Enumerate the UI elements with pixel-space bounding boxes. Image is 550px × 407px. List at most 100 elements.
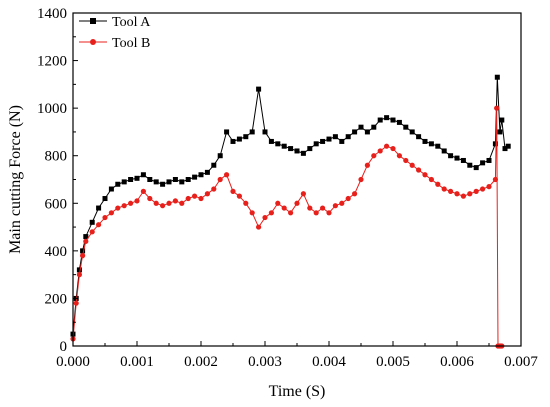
data-point	[224, 172, 230, 178]
data-point	[96, 205, 102, 211]
data-point	[396, 153, 402, 159]
data-point	[435, 181, 441, 187]
data-point	[230, 138, 236, 144]
data-point	[371, 153, 377, 159]
data-point	[121, 203, 127, 209]
data-point	[448, 153, 454, 159]
data-point	[134, 175, 140, 181]
data-point	[204, 191, 210, 197]
data-point	[294, 200, 300, 206]
data-point	[108, 210, 114, 216]
data-point	[326, 136, 332, 142]
legend-marker	[90, 18, 96, 24]
data-point	[460, 157, 466, 163]
data-point	[217, 153, 223, 159]
data-point	[364, 129, 370, 135]
data-point	[377, 148, 383, 154]
axes: 0 200 400 600 800 1000 1200 1400 0.000 0.001 0.002…	[37, 6, 538, 370]
y-tick-label: 1000	[37, 101, 67, 117]
data-point	[243, 134, 249, 140]
x-tick-label: 0.004	[312, 354, 346, 370]
data-point	[89, 229, 95, 235]
data-point	[211, 162, 217, 168]
data-point	[448, 188, 454, 194]
data-point	[275, 141, 281, 147]
data-point	[153, 179, 159, 185]
data-point	[108, 186, 114, 192]
data-point	[441, 186, 447, 192]
data-point	[345, 195, 351, 202]
data-point	[422, 172, 428, 178]
data-point	[224, 129, 230, 135]
data-point	[390, 145, 396, 152]
data-point	[320, 205, 326, 211]
data-point	[505, 143, 511, 149]
data-point	[217, 176, 223, 183]
data-point	[80, 248, 86, 254]
data-point	[140, 188, 146, 194]
data-point	[371, 124, 377, 130]
data-point	[313, 210, 319, 216]
y-tick-label: 1400	[37, 6, 67, 22]
series-line	[72, 77, 509, 335]
data-point	[480, 160, 486, 166]
x-tick-label: 0.005	[376, 354, 410, 370]
series-tool-b	[70, 105, 505, 349]
data-point	[473, 165, 479, 171]
data-point	[83, 238, 89, 244]
data-point	[403, 157, 409, 164]
x-tick-label: 0.000	[56, 354, 90, 370]
y-tick-label: 400	[45, 244, 68, 260]
data-point	[345, 134, 351, 140]
data-point	[243, 200, 249, 206]
data-point	[83, 234, 89, 240]
data-point	[332, 203, 338, 209]
data-point	[460, 193, 466, 199]
data-point	[480, 186, 486, 192]
data-point	[428, 141, 434, 147]
data-point	[198, 195, 204, 202]
data-point	[166, 179, 172, 185]
data-point	[339, 200, 345, 206]
data-point	[486, 184, 492, 190]
data-point	[454, 191, 460, 197]
data-point	[268, 138, 274, 144]
x-tick-label: 0.003	[248, 354, 282, 370]
data-point	[102, 196, 108, 202]
data-point	[428, 176, 434, 183]
data-point	[502, 146, 508, 152]
data-point	[384, 143, 390, 149]
data-point	[435, 143, 441, 149]
data-point	[172, 198, 178, 204]
data-point	[494, 74, 500, 80]
data-point	[403, 124, 409, 130]
data-point	[416, 167, 422, 173]
data-point	[179, 179, 185, 185]
data-point	[326, 210, 332, 216]
data-point	[492, 176, 498, 183]
data-point	[89, 219, 95, 225]
data-point	[441, 148, 447, 154]
data-point	[352, 191, 358, 197]
data-point	[281, 143, 287, 149]
data-point	[262, 214, 268, 221]
data-point	[307, 205, 313, 211]
data-point	[192, 193, 198, 199]
data-point	[230, 188, 236, 194]
legend-item: Tool A	[79, 15, 151, 30]
data-point	[249, 129, 255, 135]
data-point	[377, 117, 383, 123]
data-point	[153, 200, 159, 206]
data-point	[204, 169, 210, 175]
data-point	[140, 172, 146, 178]
data-point	[473, 188, 479, 194]
data-point	[358, 176, 364, 183]
y-tick-label: 1200	[37, 54, 67, 70]
data-point	[185, 195, 191, 202]
legend-label: Tool A	[112, 15, 151, 30]
data-point	[352, 129, 358, 135]
data-point	[486, 157, 492, 163]
data-point	[454, 155, 460, 161]
data-point	[320, 138, 326, 144]
